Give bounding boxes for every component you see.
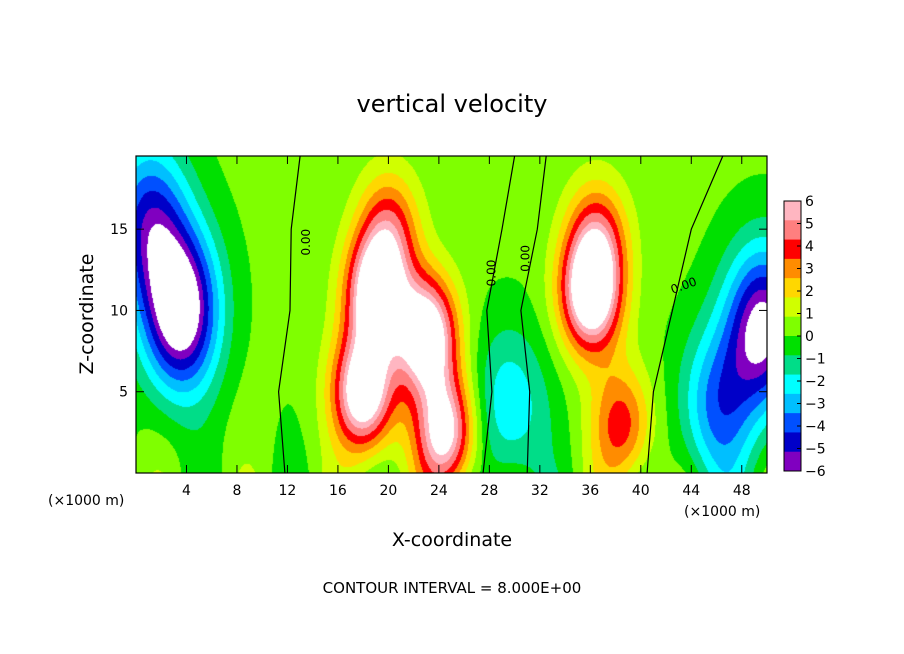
plot-frame (135, 155, 768, 474)
colorbar-swatch (784, 220, 801, 241)
x-tick-label: 36 (581, 483, 599, 499)
x-tick-label: 28 (480, 483, 498, 499)
colorbar-label: 1 (805, 307, 814, 323)
y-tick-label: 10 (110, 303, 128, 319)
velocity-field (136, 156, 767, 473)
zero-contour-line (482, 155, 516, 474)
colorbar-swatch (784, 355, 801, 376)
x-tick-label: 12 (279, 483, 297, 499)
velocity-field-image (136, 156, 767, 473)
x-tick-label: 8 (232, 483, 241, 499)
y-axis-label: Z-coordinate (76, 254, 98, 375)
contour-label: 0.00 (519, 245, 533, 272)
contour-label: 0.00 (299, 229, 313, 256)
x-tick-label: 16 (329, 483, 347, 499)
colorbar-label: 0 (805, 329, 814, 345)
colorbar-swatch (784, 258, 801, 279)
colorbar-label: −2 (805, 374, 826, 390)
colorbar-swatch (784, 451, 801, 472)
colorbar-label: 2 (805, 284, 814, 300)
colorbar-label: −1 (805, 352, 826, 368)
x-tick-label: 4 (182, 483, 191, 499)
x-tick-label: 44 (682, 483, 700, 499)
y-axis-ticks: 5 10 15 (110, 222, 767, 401)
colorbar-swatch (784, 316, 801, 337)
y-tick-label: 5 (119, 385, 128, 401)
x-unit-left: (×1000 m) (48, 493, 124, 509)
plot-area: 0.000.000.000.00 (135, 155, 768, 474)
x-tick-label: 32 (531, 483, 549, 499)
x-axis-ticks: 4 8 12 16 20 24 28 32 36 40 44 48 (182, 156, 751, 499)
colorbar-label: 3 (805, 262, 814, 278)
colorbar-swatch (784, 374, 801, 395)
x-tick-label: 40 (632, 483, 650, 499)
x-tick-label: 20 (379, 483, 397, 499)
colorbar-swatch (784, 336, 801, 356)
contour-label: 0.00 (485, 260, 499, 287)
zero-contour-line (646, 155, 724, 474)
zero-contour-line (277, 155, 301, 474)
x-tick-label: 24 (430, 483, 448, 499)
colorbar-label: −6 (805, 464, 826, 480)
colorbar-swatch (784, 201, 801, 221)
colorbar-label: −3 (805, 397, 826, 413)
x-axis-label: X-coordinate (392, 529, 512, 551)
colorbar-swatch (784, 413, 801, 433)
colorbar-swatch (784, 393, 801, 414)
x-tick-label: 48 (733, 483, 751, 499)
zero-contour-line (520, 155, 547, 474)
colorbar-swatch (784, 297, 801, 318)
colorbar-swatch (784, 239, 801, 260)
colorbar-label: 6 (805, 194, 814, 210)
colorbar-swatch (784, 432, 801, 453)
chart-title: vertical velocity (357, 90, 548, 118)
x-unit-right: (×1000 m) (684, 504, 760, 520)
colorbar-label: 5 (805, 217, 814, 233)
y-tick-label: 15 (110, 222, 128, 238)
contour-interval-note: CONTOUR INTERVAL = 8.000E+00 (323, 579, 582, 597)
colorbar-label: −4 (805, 419, 826, 435)
colorbar-label: −5 (805, 442, 826, 458)
colorbar-label: 4 (805, 239, 814, 255)
colorbar: 6 5 4 3 2 1 0 −1 −2 −3 −4 −5 −6 (783, 194, 826, 480)
colorbar-swatch (784, 278, 801, 298)
